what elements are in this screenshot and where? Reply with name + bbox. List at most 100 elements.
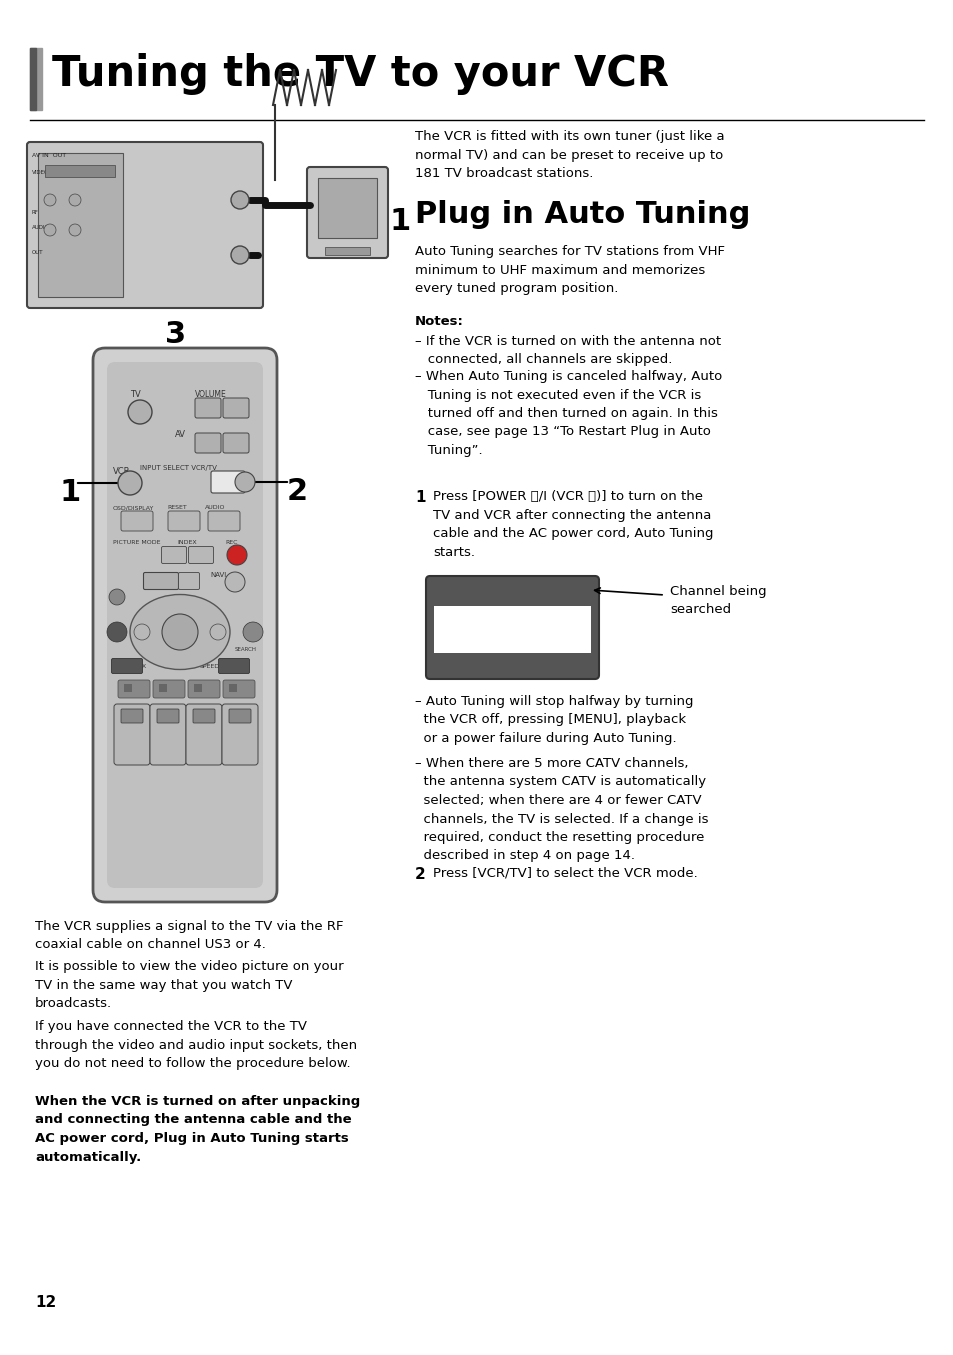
Text: If you have connected the VCR to the TV
through the video and audio input socket: If you have connected the VCR to the TV … [35, 1020, 356, 1070]
Text: 1: 1 [415, 491, 425, 505]
Circle shape [225, 572, 245, 592]
Circle shape [69, 224, 81, 236]
Text: v: v [233, 438, 238, 447]
Text: 2: 2 [163, 711, 169, 720]
Text: AV IN  OUT: AV IN OUT [32, 153, 66, 159]
Text: TRK/CH: TRK/CH [115, 661, 141, 667]
Text: TRK/CH/BX: TRK/CH/BX [112, 664, 147, 669]
FancyBboxPatch shape [178, 573, 199, 589]
Text: It is possible to view the video picture on your
TV in the same way that you wat: It is possible to view the video picture… [35, 959, 343, 1009]
Text: PICTURE MODE: PICTURE MODE [112, 541, 160, 545]
Text: +: + [162, 725, 172, 738]
FancyBboxPatch shape [27, 142, 263, 308]
Text: VCR: VCR [112, 467, 131, 476]
Text: VOLUME: VOLUME [194, 390, 227, 398]
FancyBboxPatch shape [152, 680, 185, 698]
FancyBboxPatch shape [150, 705, 186, 766]
Circle shape [44, 194, 56, 206]
FancyBboxPatch shape [188, 680, 220, 698]
Text: Plug in Auto Tuning: Plug in Auto Tuning [415, 201, 750, 229]
Text: ^: ^ [186, 575, 193, 585]
Text: INPUT SELECT VCR/TV: INPUT SELECT VCR/TV [140, 465, 216, 472]
FancyBboxPatch shape [229, 709, 251, 724]
Bar [193, 684, 202, 692]
Text: – When Auto Tuning is canceled halfway, Auto
   Tuning is not executed even if t: – When Auto Tuning is canceled halfway, … [415, 370, 721, 457]
FancyBboxPatch shape [107, 362, 263, 888]
Text: CANCEL: CANCEL [170, 664, 195, 669]
Text: AUDIO: AUDIO [32, 225, 50, 230]
FancyBboxPatch shape [121, 511, 152, 531]
Text: RESET: RESET [167, 505, 187, 509]
Text: 3: 3 [199, 711, 205, 720]
FancyBboxPatch shape [208, 511, 240, 531]
Text: RF: RF [32, 210, 39, 215]
FancyBboxPatch shape [113, 705, 150, 766]
Bar [124, 684, 132, 692]
Bar [229, 684, 236, 692]
FancyBboxPatch shape [194, 434, 221, 453]
Text: 12: 12 [35, 1295, 56, 1310]
FancyBboxPatch shape [223, 680, 254, 698]
FancyBboxPatch shape [186, 705, 222, 766]
Circle shape [128, 400, 152, 424]
Bar [38, 153, 123, 297]
Bar [434, 584, 590, 606]
Text: REC: REC [225, 541, 237, 545]
Circle shape [44, 224, 56, 236]
Circle shape [231, 247, 249, 264]
Text: SPEED: SPEED [200, 664, 220, 669]
Text: The VCR is fitted with its own tuner (just like a
normal TV) and can be preset t: The VCR is fitted with its own tuner (ju… [415, 130, 724, 180]
FancyBboxPatch shape [112, 659, 142, 673]
Text: – Auto Tuning will stop halfway by turning
  the VCR off, pressing [MENU], playb: – Auto Tuning will stop halfway by turni… [415, 695, 693, 745]
Bar [30, 47, 36, 110]
Circle shape [227, 545, 247, 565]
FancyBboxPatch shape [194, 398, 221, 417]
Circle shape [231, 191, 249, 209]
Text: Tuning the TV to your VCR: Tuning the TV to your VCR [52, 53, 668, 95]
Text: -: - [205, 438, 210, 447]
FancyBboxPatch shape [121, 709, 143, 724]
Bar [45, 165, 115, 178]
Text: searched: searched [669, 603, 730, 617]
Text: OFF: OFF [228, 749, 241, 755]
Text: MENU: MENU [148, 576, 171, 583]
Text: OSD/DISPLAY: OSD/DISPLAY [112, 505, 154, 509]
FancyBboxPatch shape [223, 398, 249, 417]
Bar [434, 606, 590, 653]
FancyBboxPatch shape [92, 348, 276, 902]
Text: TIMER: TIMER [223, 661, 245, 667]
Text: Press [VCR/TV] to select the VCR mode.: Press [VCR/TV] to select the VCR mode. [433, 867, 697, 879]
Text: NAVI: NAVI [210, 572, 226, 579]
Text: AUTO CHANNEL SET: AUTO CHANNEL SET [457, 618, 567, 627]
Text: v: v [125, 743, 132, 753]
Text: 1: 1 [127, 711, 132, 720]
FancyBboxPatch shape [222, 705, 257, 766]
Text: 1: 1 [60, 478, 81, 507]
Text: Notes:: Notes: [415, 314, 463, 328]
Text: OK: OK [172, 625, 188, 635]
Text: The VCR supplies a signal to the TV via the RF
coaxial cable on channel US3 or 4: The VCR supplies a signal to the TV via … [35, 920, 343, 951]
FancyBboxPatch shape [157, 709, 179, 724]
Text: +: + [126, 725, 136, 738]
FancyBboxPatch shape [307, 167, 388, 257]
Text: 2: 2 [287, 477, 308, 505]
Text: 2: 2 [415, 867, 425, 882]
FancyBboxPatch shape [426, 576, 598, 679]
Circle shape [69, 194, 81, 206]
Bar [325, 247, 370, 255]
FancyBboxPatch shape [118, 680, 150, 698]
FancyBboxPatch shape [168, 511, 200, 531]
Text: When the VCR is turned on after unpacking
and connecting the antenna cable and t: When the VCR is turned on after unpackin… [35, 1095, 360, 1164]
Circle shape [234, 472, 254, 492]
Bar [159, 684, 167, 692]
Text: – If the VCR is turned on with the antenna not
   connected, all channels are sk: – If the VCR is turned on with the anten… [415, 335, 720, 366]
Text: INDEX: INDEX [177, 541, 196, 545]
Text: 3: 3 [165, 320, 186, 350]
FancyBboxPatch shape [161, 546, 186, 564]
Ellipse shape [130, 595, 230, 669]
Text: AUDIO: AUDIO [205, 505, 225, 509]
Text: 4: 4 [234, 711, 240, 720]
Text: AV: AV [174, 430, 186, 439]
FancyBboxPatch shape [193, 709, 214, 724]
Text: VIDEO: VIDEO [32, 169, 50, 175]
